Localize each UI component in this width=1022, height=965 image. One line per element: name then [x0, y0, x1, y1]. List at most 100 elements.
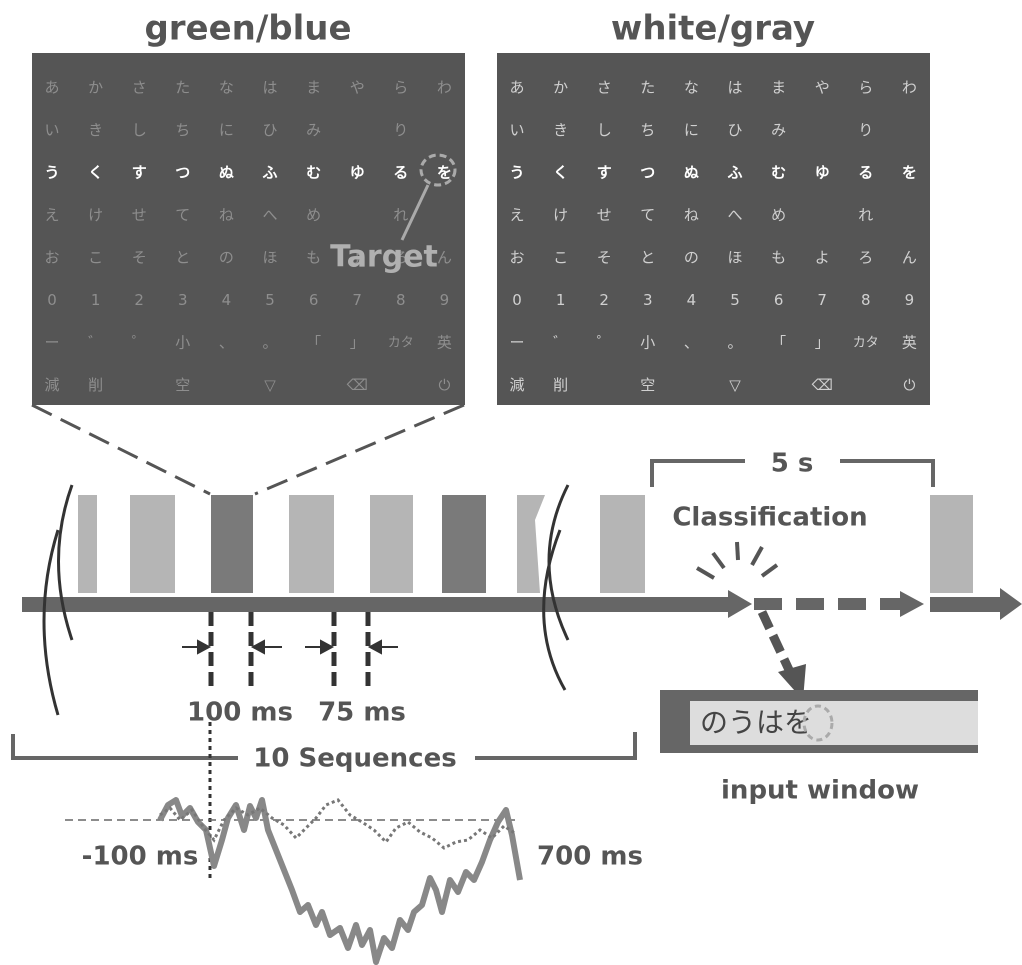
key: 。	[727, 334, 742, 352]
key: た	[175, 79, 190, 97]
key: む	[306, 164, 321, 182]
key: か	[88, 79, 103, 97]
key: 「	[306, 334, 321, 352]
key: こ	[553, 249, 568, 267]
key: 6	[309, 291, 319, 309]
key: 1	[91, 291, 101, 309]
keyboard-panel	[32, 53, 465, 405]
key: へ	[262, 206, 277, 224]
key: ふ	[727, 164, 742, 182]
key: ⌫	[812, 376, 833, 394]
flash-bar	[442, 495, 486, 593]
key: ー	[44, 334, 59, 352]
input-text: のうはを	[700, 706, 812, 739]
key: 。	[262, 334, 277, 352]
key: そ	[132, 249, 147, 267]
spark-ray	[752, 547, 762, 565]
key: え	[509, 206, 524, 224]
key: よ	[815, 249, 830, 267]
key: 削	[553, 376, 568, 394]
duration-label: 100 ms	[187, 698, 293, 728]
key: の	[219, 249, 234, 267]
key: ぬ	[684, 164, 699, 182]
key: 1	[556, 291, 566, 309]
input-window-label: input window	[721, 776, 919, 806]
key: 7	[817, 291, 827, 309]
key: き	[553, 121, 568, 139]
key: ほ	[262, 249, 277, 267]
key: く	[88, 164, 103, 182]
panels: あかさたなはまやらわいきしちにひみりうくすつぬふむゆるをえけせてねへめれおこそと…	[32, 53, 930, 405]
key: さ	[132, 79, 147, 97]
key: た	[640, 79, 655, 97]
key: ゛	[88, 334, 103, 352]
duration-label: 75 ms	[318, 698, 406, 728]
break	[44, 530, 58, 715]
arrowhead	[370, 641, 381, 653]
key: う	[509, 164, 524, 182]
key: ち	[175, 121, 190, 139]
arrowhead	[198, 641, 209, 653]
key: そ	[597, 249, 612, 267]
erp-start-label: -100 ms	[82, 842, 199, 872]
key: ⏻	[438, 376, 450, 394]
key: ゜	[597, 334, 612, 352]
key: す	[132, 164, 147, 182]
key: カタ	[853, 336, 879, 351]
key: め	[771, 206, 786, 224]
duration-lines	[211, 612, 368, 688]
erp-end-label: 700 ms	[537, 842, 643, 872]
key: 5	[265, 291, 275, 309]
break	[549, 485, 568, 640]
key: て	[175, 206, 190, 224]
arrowhead	[900, 591, 924, 617]
break	[59, 485, 73, 640]
key: 小	[640, 334, 655, 352]
key: ▽	[729, 376, 741, 394]
key: ▽	[264, 376, 276, 394]
key: ね	[219, 206, 234, 224]
key: か	[553, 79, 568, 97]
flash-bar	[517, 495, 545, 593]
key: ね	[684, 206, 699, 224]
key: ゆ	[350, 164, 365, 182]
key: 「	[771, 334, 786, 352]
diagram: あかさたなはまやらわいきしちにひみりうくすつぬふむゆるをえけせてねへめれおこそと…	[0, 0, 1022, 965]
flash-bar	[130, 495, 175, 593]
key: 空	[175, 376, 190, 394]
key: 削	[88, 376, 103, 394]
arrowhead	[321, 641, 332, 653]
key: 9	[440, 291, 450, 309]
key: せ	[132, 206, 147, 224]
spark-ray	[713, 553, 724, 568]
key: こ	[88, 249, 103, 267]
key: ひ	[262, 121, 277, 139]
key: も	[306, 249, 321, 267]
key: ら	[858, 79, 873, 97]
flash-bar	[289, 495, 334, 593]
key: ら	[393, 79, 408, 97]
key: と	[640, 249, 655, 267]
key: 減	[44, 376, 59, 394]
key: ゜	[132, 334, 147, 352]
key: の	[684, 249, 699, 267]
key: い	[44, 121, 59, 139]
key: 5	[730, 291, 740, 309]
key: む	[771, 164, 786, 182]
arrowhead	[728, 590, 752, 618]
key: い	[509, 121, 524, 139]
panel-title: green/blue	[144, 9, 351, 49]
key: ひ	[727, 121, 742, 139]
key: に	[219, 121, 234, 139]
spark-ray	[697, 568, 714, 578]
key: え	[44, 206, 59, 224]
keyboard-panel	[497, 53, 930, 405]
key: き	[88, 121, 103, 139]
key: お	[44, 249, 59, 267]
key: ゆ	[815, 164, 830, 182]
timeline	[22, 597, 730, 612]
key: な	[684, 79, 699, 97]
key: ふ	[262, 164, 277, 182]
flash-bar	[930, 495, 973, 593]
key: に	[684, 121, 699, 139]
